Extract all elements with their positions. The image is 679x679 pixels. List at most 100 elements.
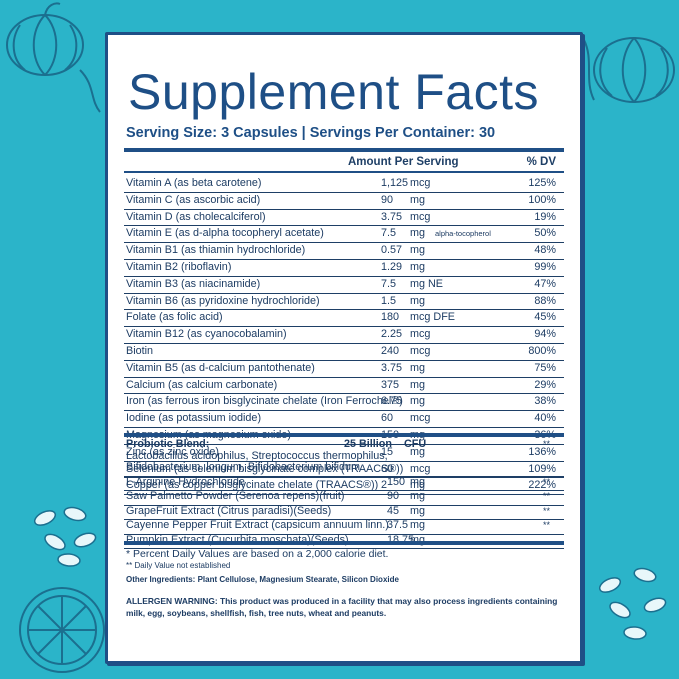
nutrient-unit: mg NE	[410, 277, 443, 290]
nutrient-amount: 2	[381, 479, 388, 492]
nutrient-name: Vitamin B2 (riboflavin)	[126, 260, 232, 273]
nutrient-amount: 90	[381, 193, 394, 206]
table-row: Cayenne Pepper Fruit Extract (capsicum a…	[124, 519, 564, 535]
table-row: GrapeFruit Extract (Citrus paradisi)(See…	[124, 504, 564, 520]
nutrient-unit: mcg	[410, 328, 431, 341]
seeds-illustration-right	[598, 567, 667, 640]
nutrient-amount: 1,125	[381, 177, 409, 189]
table-row: Iron (as ferrous iron bisglycinate chela…	[124, 394, 564, 412]
blend-amount: 45	[387, 504, 400, 517]
nutrient-name: Vitamin E (as d-alpha tocopheryl acetate…	[126, 227, 324, 240]
table-row: Vitamin B5 (as d-calcium pantothenate) 3.…	[124, 361, 564, 378]
nutrient-name: Vitamin B1 (as thiamin hydrochloride)	[126, 244, 306, 257]
nutrient-dv: 19%	[534, 210, 556, 223]
blend-dv: **	[542, 505, 550, 516]
blend-unit: mg	[410, 475, 425, 488]
nutrient-unit: mg	[410, 227, 425, 240]
nutrient-unit: mcg	[410, 412, 431, 425]
table-row: Pumpkin Extract (Cucurbita moschata)(See…	[124, 534, 564, 549]
blend-unit: CFU	[404, 438, 427, 450]
blend-sub-line: Lactobacillus acidophilus, Streptococcus…	[126, 449, 388, 462]
nutrient-dv: 50%	[534, 227, 556, 240]
nutrient-dv: 100%	[528, 193, 556, 206]
blend-name: GrapeFruit Extract (Citrus paradisi)(See…	[126, 504, 332, 517]
nutrient-dv: 40%	[534, 412, 556, 425]
blend-amount: 25 Billion	[344, 438, 392, 450]
blend-amount: 90	[387, 490, 400, 502]
table-row: Vitamin D (as cholecalciferol) 3.75 mcg 19%	[124, 210, 564, 227]
nutrient-amount: 7.5	[381, 227, 397, 240]
table-row: Vitamin B2 (riboflavin) 1.29 mg 99%	[124, 260, 564, 277]
nutrient-dv: 109%	[528, 462, 556, 475]
pumpkin-illustration-top-left	[6, 2, 101, 113]
blend-dv: **	[542, 439, 550, 449]
nutrient-unit: mcg	[410, 210, 431, 223]
dv-header: % DV	[526, 156, 556, 168]
nutrient-amount: 60	[381, 412, 394, 425]
nutrient-unit: mg	[410, 294, 425, 307]
table-row: Probiotic Blend: 25 Billion CFU ** Lactobaci…	[124, 438, 564, 477]
panel-title: Supplement Facts	[128, 64, 539, 120]
nutrient-name: Folate (as folic acid)	[126, 311, 223, 324]
blend-name: L-Arginine Hydrochloride	[126, 475, 245, 488]
nutrient-unit: mg	[410, 244, 425, 257]
nutrient-unit: mg	[410, 378, 425, 391]
nutrient-amount: 375	[381, 378, 400, 391]
table-row: Vitamin A (as beta carotene) 1,125 mcg 125%	[124, 176, 564, 193]
blend-table: Probiotic Blend: 25 Billion CFU ** Lactobaci…	[124, 438, 564, 549]
table-row: Saw Palmetto Powder (Serenoa repens)(fru…	[124, 490, 564, 506]
table-row: Vitamin B1 (as thiamin hydrochloride) 0.5…	[124, 243, 564, 260]
nutrient-dv: 99%	[534, 260, 556, 273]
blend-dv: **	[542, 491, 550, 501]
nutrient-unit: mg	[410, 479, 425, 492]
nutrient-name: Zinc (as zinc oxide)	[126, 445, 220, 458]
nutrient-dv: 94%	[534, 328, 556, 341]
nutrient-unit: mg	[410, 193, 425, 206]
nutrient-amount: 3.75	[381, 210, 403, 223]
nutrient-amount: 240	[381, 344, 400, 357]
blend-dv: **	[542, 520, 550, 530]
not-established-footnote: ** Daily Value not established	[126, 561, 231, 570]
supplement-facts-panel: Supplement Facts Serving Size: 3 Capsule…	[105, 32, 583, 664]
nutrient-name: Iodine (as potassium iodide)	[126, 412, 262, 425]
nutrient-dv: 48%	[534, 244, 556, 257]
nutrient-amount: 3.75	[381, 361, 403, 374]
divider-blend	[124, 433, 564, 437]
table-row: Biotin 240 mcg 800%	[124, 344, 564, 361]
nutrient-name: Biotin	[126, 344, 154, 357]
table-row: Iodine (as potassium iodide) 60 mcg 40%	[124, 411, 564, 428]
allergen-warning: ALLERGEN WARNING: This product was produ…	[126, 596, 558, 618]
nutrient-dv: 222%	[528, 479, 556, 492]
nutrient-name: Selenium (as selenium bisglycinate compl…	[126, 462, 404, 475]
nutrient-unit: mcg DFE	[410, 311, 455, 324]
nutrient-name: Vitamin B5 (as d-calcium pantothenate)	[126, 361, 315, 374]
grapefruit-illustration-bottom-left	[19, 587, 105, 673]
nutrient-unit: mg	[410, 445, 425, 458]
blend-name: Saw Palmetto Powder (Serenoa repens)(fru…	[126, 490, 345, 502]
blend-amount: 37.5	[387, 519, 409, 531]
seeds-illustration-left	[33, 506, 97, 567]
table-row: Vitamin B6 (as pyridoxine hydrochloride)…	[124, 294, 564, 311]
nutrient-dv: 29%	[534, 378, 556, 391]
nutrient-dv: 45%	[534, 311, 556, 324]
nutrient-name: Iron (as ferrous iron bisglycinate chela…	[126, 395, 403, 408]
divider-header	[124, 171, 564, 173]
nutrient-amount: 0.57	[381, 244, 403, 257]
nutrient-name: Vitamin B6 (as pyridoxine hydrochloride)	[126, 294, 320, 307]
nutrient-amount: 6.75	[381, 395, 403, 408]
nutrient-name: Vitamin A (as beta carotene)	[126, 177, 262, 189]
nutrient-amount: 180	[381, 311, 400, 324]
nutrient-name: Copper (as copper bisglycinate chelate (…	[126, 479, 379, 492]
nutrient-unit: mcg	[410, 462, 431, 475]
nutrient-dv: 75%	[534, 361, 556, 374]
pumpkin-illustration-top-right	[583, 37, 675, 103]
nutrient-dv: 38%	[534, 395, 556, 408]
nutrient-dv: 47%	[534, 277, 556, 290]
nutrient-unit: mg	[410, 361, 425, 374]
other-ingredients: Other Ingredients: Plant Cellulose, Magn…	[126, 575, 399, 584]
table-row: Vitamin B12 (as cyanocobalamin) 2.25 mcg 94…	[124, 327, 564, 344]
table-row: Vitamin E (as d-alpha tocopheryl acetate…	[124, 226, 564, 244]
nutrient-name: Vitamin D (as cholecalciferol)	[126, 210, 266, 223]
table-row: L-Arginine Hydrochloride 150 mg **	[124, 475, 564, 491]
nutrient-amount: 7.5	[381, 277, 397, 290]
